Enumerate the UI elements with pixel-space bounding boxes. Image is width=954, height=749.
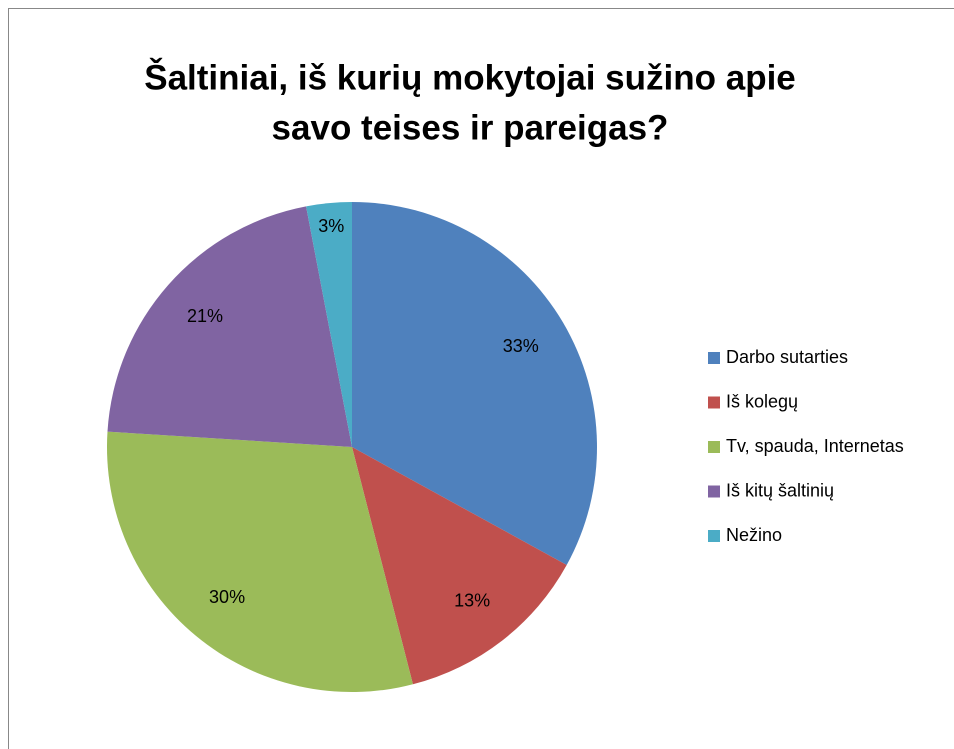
legend-swatch (708, 485, 720, 498)
pie-slice (352, 202, 597, 566)
legend-label: Tv, spauda, Internetas (726, 436, 904, 456)
data-label: 33% (503, 336, 539, 356)
chart-title: Šaltiniai, iš kurių mokytojai sužino api… (144, 57, 796, 97)
legend-swatch (708, 352, 720, 364)
data-label: 21% (187, 306, 223, 326)
legend-label: Iš kitų šaltinių (726, 480, 834, 500)
pie-slice (106, 431, 413, 692)
legend-label: Iš kolegų (726, 391, 798, 411)
data-label: 3% (318, 216, 344, 236)
chart-title: savo teises ir pareigas? (272, 108, 669, 147)
legend-swatch (708, 396, 720, 409)
legend-label: Darbo sutarties (726, 347, 848, 367)
data-label: 13% (454, 591, 490, 611)
legend-swatch (708, 530, 720, 542)
legend-label: Nežino (726, 525, 782, 545)
data-label: 30% (209, 587, 245, 607)
pie-slice (352, 447, 567, 685)
pie-slice (107, 206, 352, 447)
pie-slice (306, 202, 352, 447)
legend-swatch (708, 441, 720, 453)
